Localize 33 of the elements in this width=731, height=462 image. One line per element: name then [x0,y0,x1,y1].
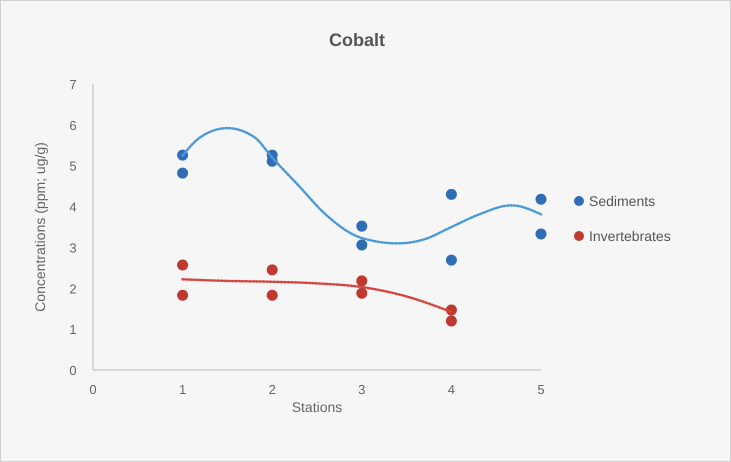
legend-label: Invertebrates [589,228,671,244]
point [177,290,188,301]
y-tick-label: 6 [69,118,77,133]
point [356,288,368,299]
point [446,188,457,200]
x-tick-label: 5 [537,382,545,397]
legend-label: Sediments [589,193,656,209]
x-tick-label: 4 [448,382,456,397]
point [356,220,368,232]
x-tick-label: 1 [178,382,186,397]
y-tick-label: 3 [69,240,77,256]
point [266,264,278,276]
point [446,315,457,326]
x-tick-label: 3 [358,382,366,397]
point [536,228,546,240]
point [177,259,188,270]
y-tick-label: 4 [69,200,77,215]
y-tick-label: 7 [69,77,77,92]
point [536,194,546,205]
point [356,239,368,250]
point [356,275,368,286]
y-tick-label: 5 [69,158,77,174]
point [446,254,457,266]
y-tick-label: 0 [69,363,77,378]
y-tick-label: 2 [69,281,77,296]
y-tick-label: 1 [69,322,77,338]
chart-title: Cobalt [329,30,385,50]
x-tick-label: 2 [268,382,276,397]
y-axis-title: Concentrations (ppm; ug/g) [32,142,48,312]
x-tick-label: 0 [89,382,97,397]
point [177,168,188,179]
point [266,290,278,301]
x-axis-title: Stations [292,399,342,415]
